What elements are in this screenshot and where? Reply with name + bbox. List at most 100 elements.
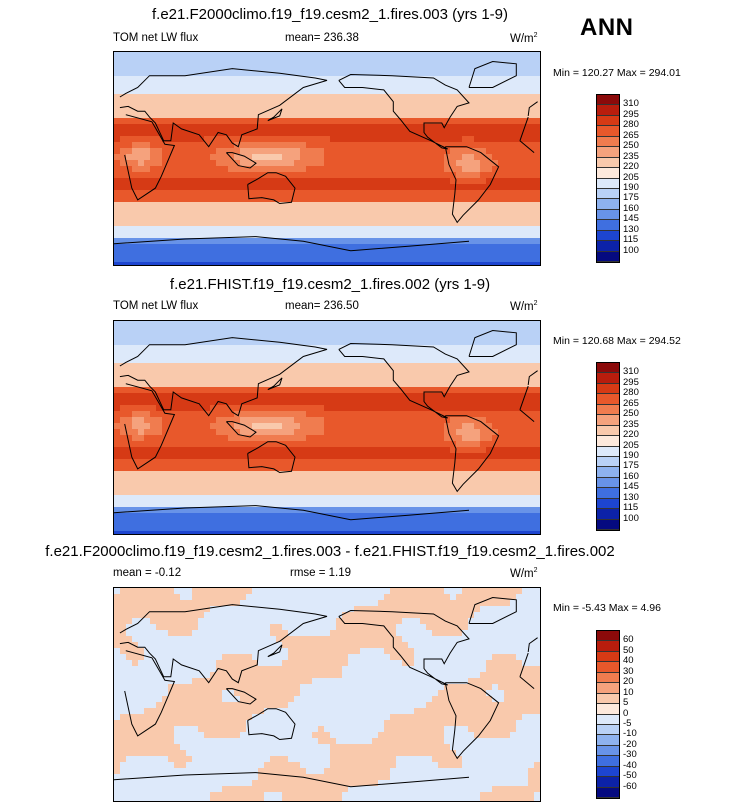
map-field-cell xyxy=(480,447,487,454)
map-field-cell xyxy=(138,256,145,263)
colorbar-swatch xyxy=(597,136,619,148)
map-field-cell xyxy=(156,381,163,388)
map-field-cell xyxy=(450,369,457,376)
map-field-cell xyxy=(192,513,199,520)
map-field-cell xyxy=(180,327,187,334)
map-field-cell xyxy=(438,513,445,520)
map-field-cell xyxy=(282,345,289,352)
map-field-cell xyxy=(258,106,265,113)
map-field-cell xyxy=(354,423,361,430)
map-field-cell xyxy=(210,447,217,454)
map-field-cell xyxy=(336,519,343,526)
map-field-cell xyxy=(306,70,313,77)
map-field-cell xyxy=(414,190,421,197)
map-field-cell xyxy=(384,399,391,406)
map-field-cell xyxy=(522,477,529,484)
map-field-cell xyxy=(180,417,187,424)
map-field-cell xyxy=(420,82,427,89)
map-field-cell xyxy=(372,214,379,221)
map-field-cell xyxy=(420,393,427,400)
map-field-cell xyxy=(300,250,307,257)
map-field-cell xyxy=(492,393,499,400)
map-field-cell xyxy=(432,507,439,514)
map-field-cell xyxy=(114,154,121,161)
map-field-cell xyxy=(258,471,265,478)
map-field-cell xyxy=(252,393,259,400)
map-field-cell xyxy=(114,339,121,346)
map-field-cell xyxy=(198,417,205,424)
map-field-cell xyxy=(348,429,355,436)
map-field-cell xyxy=(378,130,385,137)
map-field-cell xyxy=(144,405,151,412)
map-field-cell xyxy=(126,399,133,406)
map-field-cell xyxy=(282,417,289,424)
map-field-cell xyxy=(132,501,139,508)
map-field-cell xyxy=(366,495,373,502)
map-field-cell xyxy=(414,339,421,346)
map-field-cell xyxy=(492,477,499,484)
map-field-cell xyxy=(114,459,121,466)
map-field-cell xyxy=(114,82,121,89)
map-field-cell xyxy=(180,148,187,155)
map-field-cell xyxy=(144,130,151,137)
map-field-cell xyxy=(534,411,540,418)
map-field-cell xyxy=(480,244,487,251)
map-field-cell xyxy=(378,52,385,59)
map-field-cell xyxy=(486,262,493,265)
map-field-cell xyxy=(114,238,121,245)
map-field-cell xyxy=(360,58,367,65)
map-field-cell xyxy=(114,333,121,340)
map-field-cell xyxy=(288,363,295,370)
map-field-cell xyxy=(192,232,199,239)
map-field-cell xyxy=(186,250,193,257)
map-field-cell xyxy=(258,345,265,352)
map-field-cell xyxy=(306,423,313,430)
map-field-cell xyxy=(468,160,475,167)
map-field-cell xyxy=(468,381,475,388)
map-field-cell xyxy=(516,136,523,143)
map-field-cell xyxy=(534,88,540,95)
map-field-cell xyxy=(408,381,415,388)
map-field-cell xyxy=(486,345,493,352)
map-field-cell xyxy=(366,333,373,340)
map-field-cell xyxy=(426,106,433,113)
map-field-cell xyxy=(270,477,277,484)
map-field-cell xyxy=(222,399,229,406)
map-field-cell xyxy=(528,82,535,89)
map-field-cell xyxy=(408,369,415,376)
map-field-cell xyxy=(432,94,439,101)
map-field-cell xyxy=(294,172,301,179)
map-field-cell xyxy=(312,387,319,394)
map-field-cell xyxy=(366,184,373,191)
map-field-cell xyxy=(528,489,535,496)
map-field-cell xyxy=(342,220,349,227)
map-field-cell xyxy=(318,321,325,328)
map-field-cell xyxy=(408,226,415,233)
map-field-cell xyxy=(120,405,127,412)
map-field-cell xyxy=(444,184,451,191)
map-field-cell xyxy=(372,208,379,215)
map-field-cell xyxy=(504,214,511,221)
map-field-cell xyxy=(414,405,421,412)
map-field-cell xyxy=(384,250,391,257)
map-field-cell xyxy=(156,190,163,197)
map-field-cell xyxy=(210,333,217,340)
map-field-cell xyxy=(360,339,367,346)
map-field-cell xyxy=(462,465,469,472)
map-field-cell xyxy=(396,124,403,131)
map-field-cell xyxy=(252,519,259,526)
map-field-cell xyxy=(228,100,235,107)
map-field-cell xyxy=(330,76,337,83)
map-field-cell xyxy=(312,214,319,221)
map-field-cell xyxy=(318,82,325,89)
map-field-cell xyxy=(324,483,331,490)
map-field-cell xyxy=(252,112,259,119)
map-field-cell xyxy=(126,489,133,496)
map-field-cell xyxy=(342,238,349,245)
map-field-cell xyxy=(150,148,157,155)
map-field-cell xyxy=(222,178,229,185)
map-field-cell xyxy=(120,489,127,496)
map-field-cell xyxy=(462,178,469,185)
map-field-cell xyxy=(192,118,199,125)
map-field-cell xyxy=(294,136,301,143)
